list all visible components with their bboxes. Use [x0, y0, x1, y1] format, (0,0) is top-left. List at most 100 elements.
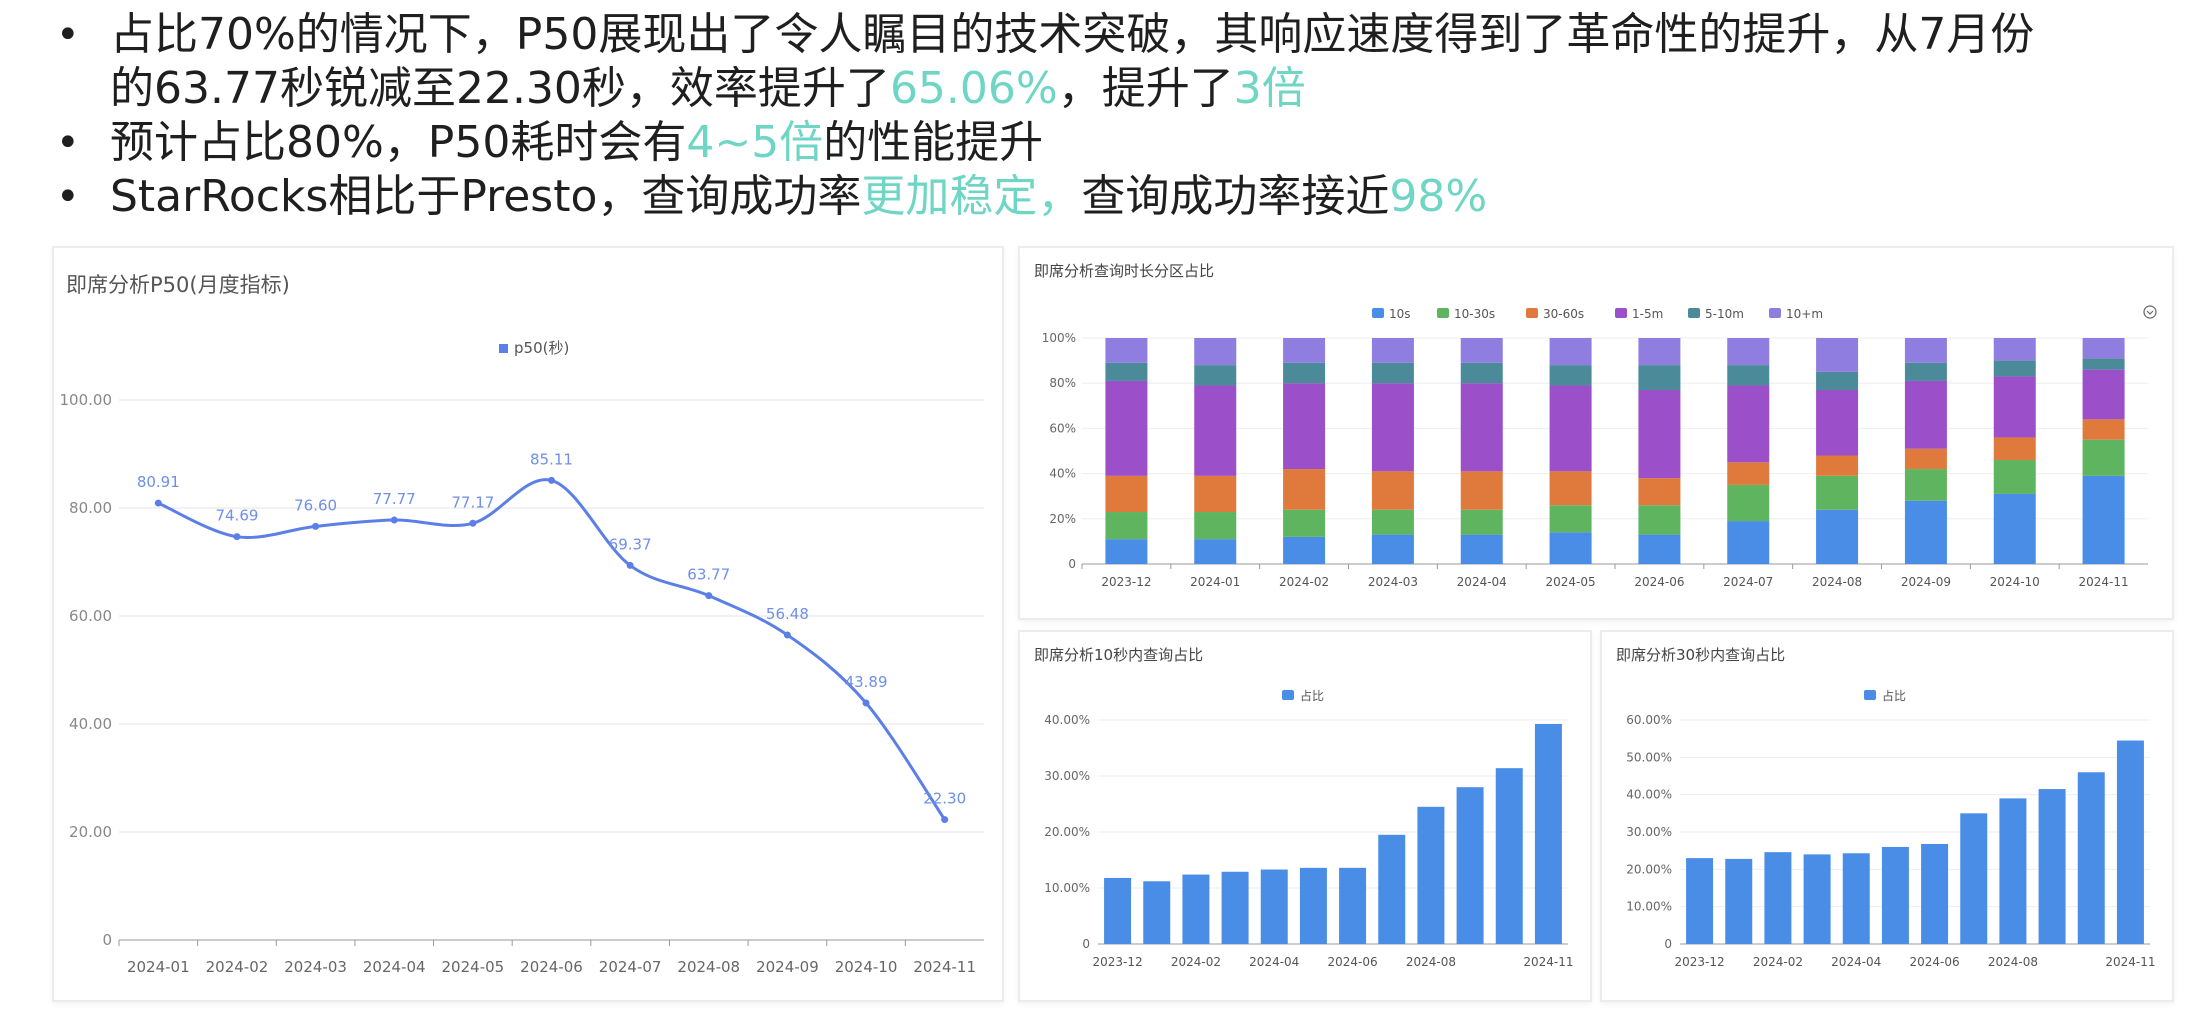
x-tick-label: 2024-02 [1171, 955, 1221, 969]
bar-segment [1549, 338, 1592, 366]
bullet-item: 的63.77秒锐减至22.30秒，效率提升了65.06%，提升了3倍 [52, 62, 2192, 116]
bullet-text: StarRocks相比于Presto，查询成功率 [110, 171, 862, 222]
y-tick-label: 10.00% [1626, 900, 1672, 914]
highlight-text: 4~5倍 [686, 117, 824, 168]
legend-swatch [499, 344, 508, 353]
x-tick-label: 2024-11 [1523, 955, 1573, 969]
bar-segment [1638, 534, 1681, 564]
bullet-item: • StarRocks相比于Presto，查询成功率更加稳定，查询成功率接近98% [52, 170, 2192, 224]
bar-segment [1105, 475, 1148, 513]
y-tick-label: 50.00% [1626, 750, 1672, 764]
x-tick-label: 2024-03 [1368, 575, 1418, 589]
legend-label: 1-5m [1632, 307, 1663, 321]
legend-swatch [1615, 308, 1627, 318]
legend-label: 30-60s [1543, 307, 1584, 321]
highlight-text: 3倍 [1233, 63, 1306, 114]
x-tick-label: 2024-02 [206, 958, 269, 976]
bar [1104, 877, 1132, 944]
bar-segment [1105, 539, 1148, 564]
y-tick-label: 30.00% [1044, 769, 1090, 783]
bar-segment [1816, 475, 1859, 510]
x-tick-label: 2024-08 [1406, 955, 1456, 969]
download-icon [2143, 305, 2157, 319]
y-tick-label: 20.00% [1044, 825, 1090, 839]
legend-swatch [1864, 690, 1876, 700]
x-tick-label: 2024-04 [363, 958, 426, 976]
bar-segment [1194, 539, 1237, 564]
legend-label: p50(秒) [514, 339, 569, 357]
bar-segment [1816, 338, 1859, 372]
bar-segment [1727, 521, 1770, 564]
data-point [862, 699, 870, 707]
y-tick-label: 60.00% [1626, 713, 1672, 727]
x-tick-label: 2023-12 [1101, 575, 1151, 589]
bar-segment [1638, 338, 1681, 366]
bullet-text: 的63.77秒锐减至22.30秒，效率提升了 [110, 63, 890, 114]
bar-segment [1283, 338, 1326, 363]
data-label: 77.17 [451, 493, 494, 511]
y-tick-label: 0 [1664, 937, 1672, 951]
y-tick-label: 100% [1042, 331, 1076, 345]
data-point [154, 499, 162, 507]
x-tick-label: 2024-10 [1990, 575, 2040, 589]
x-tick-label: 2024-06 [520, 958, 583, 976]
legend-swatch [1769, 308, 1781, 318]
bar [1182, 874, 1210, 944]
data-label: 43.89 [845, 673, 888, 691]
bar-segment [1283, 383, 1326, 470]
data-label: 56.48 [766, 605, 809, 623]
x-tick-label: 2024-06 [1910, 955, 1960, 969]
y-tick-label: 20.00% [1626, 862, 1672, 876]
bar-segment [1727, 365, 1770, 386]
bullet-text: 占比70%的情况下，P50展现出了令人瞩目的技术突破，其响应速度得到了革命性的提… [110, 9, 2035, 60]
bar-segment [2082, 439, 2125, 476]
bar [1339, 867, 1367, 944]
bar-segment [1904, 338, 1947, 363]
bullet-dot: • [56, 12, 80, 58]
chart-title: 即席分析查询时长分区占比 [1034, 262, 1214, 280]
bar-segment [1371, 383, 1414, 472]
y-tick-label: 0 [1068, 557, 1076, 571]
bar-segment [1105, 338, 1148, 363]
y-tick-label: 80.00 [69, 499, 112, 517]
x-tick-label: 2024-06 [1328, 955, 1378, 969]
bar-segment [1371, 362, 1414, 384]
bar-segment [1194, 338, 1237, 366]
chevron-down-icon [2146, 310, 2154, 315]
bar-segment [1283, 536, 1326, 564]
bar [1260, 869, 1288, 944]
legend-swatch [1372, 308, 1384, 318]
bullet-item: • 预计占比80%，P50耗时会有4~5倍的性能提升 [52, 116, 2192, 170]
y-tick-label: 0 [102, 931, 112, 949]
bullet-text: ，提升了 [1057, 63, 1234, 114]
bar [1378, 834, 1406, 944]
bar [1495, 768, 1523, 944]
legend-label: 10+m [1786, 307, 1823, 321]
data-point [548, 476, 555, 484]
x-tick-label: 2024-07 [599, 958, 662, 976]
bullet-dot: • [56, 120, 80, 166]
bar-segment [1638, 365, 1681, 390]
bar-segment [1904, 448, 1947, 470]
x-tick-label: 2024-04 [1457, 575, 1507, 589]
bar-segment [1816, 455, 1859, 476]
x-tick-label: 2024-01 [127, 958, 190, 976]
x-tick-label: 2024-09 [1901, 575, 1951, 589]
x-tick-label: 2024-11 [2105, 955, 2155, 969]
bar [1960, 813, 1988, 944]
chart-title: 即席分析30秒内查询占比 [1616, 646, 1785, 664]
highlight-text: 65.06% [889, 63, 1058, 114]
bullet-text: 预计占比80%，P50耗时会有 [110, 117, 687, 168]
bar-segment [1727, 385, 1770, 463]
bar-segment [1638, 389, 1681, 479]
bar-segment [1816, 509, 1859, 564]
bullet-text: 的性能提升 [823, 117, 1044, 168]
bar [1999, 798, 2027, 944]
bar [1881, 846, 1909, 944]
under30s-chart-card: 即席分析30秒内查询占比 占比 0 10.00% 20.00% 30.00% 40.00% 5… [1600, 630, 2174, 1002]
bar-segment [1283, 362, 1326, 384]
data-point [783, 631, 791, 639]
bar-segment [1460, 534, 1503, 564]
p50-line-chart: 即席分析P50(月度指标) p50(秒) 0 20.00 40.00 60.00 80.00… [60, 273, 984, 976]
bar-segment [1993, 460, 2036, 494]
